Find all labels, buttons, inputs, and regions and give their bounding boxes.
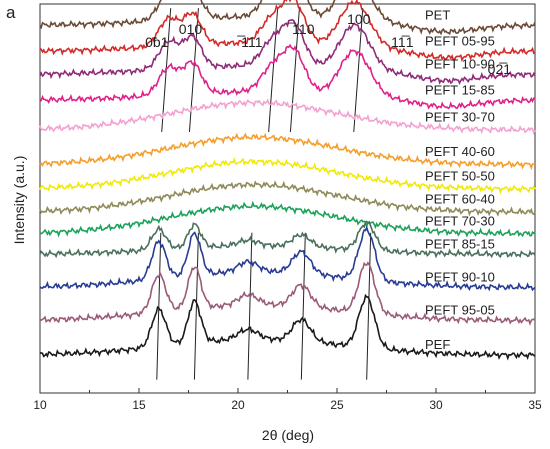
peak-label: 11̅1	[391, 34, 414, 50]
series-line	[39, 0, 536, 36]
series-line	[39, 19, 536, 86]
series-label: PEFT 70-30	[425, 213, 495, 228]
series-label: PEFT 05-95	[425, 33, 495, 48]
x-axis-ticks: 10 15 20 25 30 35	[33, 388, 542, 412]
peak-label: 02̅1	[488, 61, 512, 77]
series-line	[39, 224, 536, 292]
series-label: PEFT 85-15	[425, 236, 495, 251]
x-tick-label: 25	[330, 398, 344, 412]
series-line	[39, 132, 535, 171]
pef-peak-guide	[193, 232, 199, 380]
series-labels: PET PEFT 05-95 PEFT 10-90 PEFT 15-85 PEFT 30…	[425, 7, 495, 352]
series-line	[39, 98, 536, 135]
series-line	[39, 220, 536, 259]
panel-label: a	[6, 3, 16, 22]
x-tick-label: 30	[429, 398, 443, 412]
series-line	[39, 200, 536, 238]
peak-labels: 0ƀ1 010̅111̅110 100 11̅1 02̅1	[145, 11, 511, 77]
series-label: PEFT 90-10	[425, 269, 495, 284]
series-line	[39, 180, 536, 217]
series-label: PEFT 30-70	[425, 110, 495, 125]
x-axis-title: 2θ (deg)	[262, 427, 314, 443]
series-line	[39, 261, 536, 326]
peak-label: 0ƀ1	[145, 34, 169, 50]
series-label: PEF	[425, 337, 450, 352]
pef-peak-guide	[247, 232, 253, 380]
x-tick-label: 35	[528, 398, 542, 412]
pef-peak-guide	[366, 232, 372, 380]
series-label: PEFT 95-05	[425, 303, 495, 318]
series-label: PEFT 10-90	[425, 56, 495, 71]
pef-peak-guide	[156, 232, 162, 380]
series-label: PEFT 60-40	[425, 192, 495, 207]
x-tick-label: 15	[132, 398, 146, 412]
series-line	[39, 0, 536, 63]
series-curves	[39, 0, 536, 361]
series-label: PEFT 40-60	[425, 144, 495, 159]
series-label: PET	[425, 7, 450, 22]
series-line	[39, 293, 536, 361]
peak-label: 010	[179, 21, 203, 37]
peak-label: ̅110	[287, 21, 315, 37]
peak-label: ̅111	[236, 34, 262, 50]
pet-peak-guide	[268, 8, 279, 132]
peak-label: 100	[347, 11, 371, 27]
series-label: PEFT 15-85	[425, 82, 495, 97]
series-line	[39, 157, 536, 195]
series-line	[39, 43, 536, 110]
series-label: PEFT 50-50	[425, 169, 495, 184]
x-tick-label: 20	[231, 398, 245, 412]
x-tick-label: 10	[33, 398, 47, 412]
y-axis-title: Intensity (a.u.)	[11, 156, 27, 245]
